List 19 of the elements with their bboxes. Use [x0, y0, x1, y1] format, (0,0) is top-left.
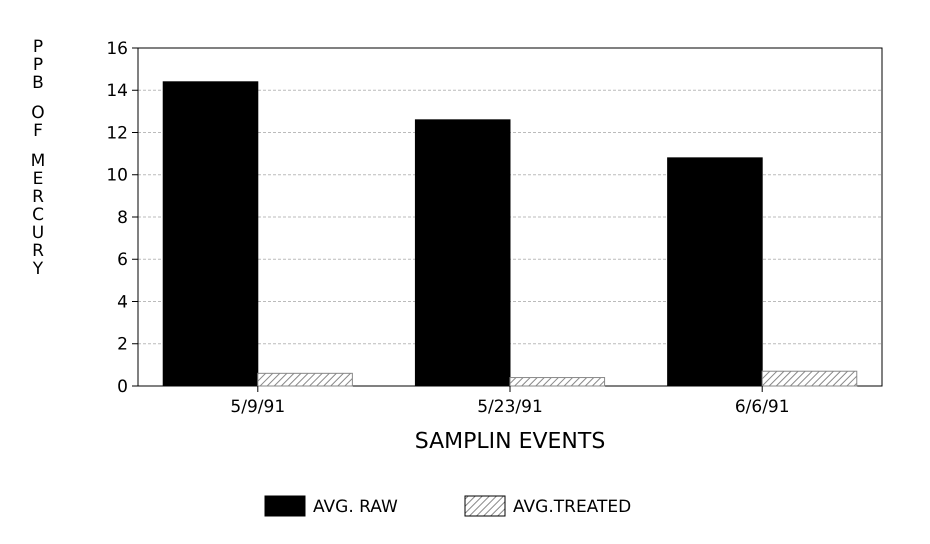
bar [762, 370, 858, 386]
x-tick-label: 5/23/91 [477, 397, 543, 417]
y-tick-label: 14 [106, 81, 128, 102]
x-tick-label: 6/6/91 [734, 397, 790, 417]
y-tick-label: 16 [106, 38, 128, 59]
y-tick-label: 10 [106, 166, 128, 186]
bar [257, 372, 353, 386]
y-tick-label: 0 [117, 376, 128, 397]
y-tick-label: 12 [106, 123, 128, 144]
y-tick-label: 2 [117, 334, 128, 355]
legend-label: AVG.TREATED [513, 496, 632, 517]
y-tick-label: 6 [117, 250, 128, 270]
bar [510, 377, 606, 386]
y-tick-label: 8 [117, 208, 128, 228]
x-tick-label: 5/9/91 [230, 397, 286, 417]
y-tick-label: 4 [117, 292, 128, 312]
legend-label: AVG. RAW [313, 496, 398, 517]
text: PPB OF MERCURY [30, 37, 46, 279]
x-axis-title: SAMPLIN EVENTS [414, 429, 606, 454]
